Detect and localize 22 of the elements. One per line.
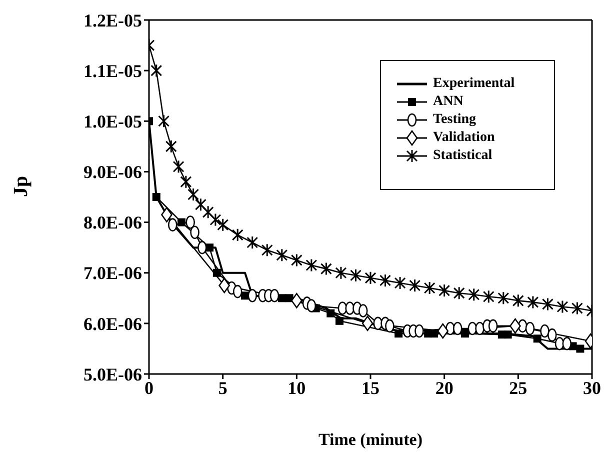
legend-label: ANN <box>433 93 464 111</box>
x-tick-label: 20 <box>435 378 454 398</box>
y-tick-label: 9.0E-06 <box>84 162 142 182</box>
y-tick-label: 1.2E-05 <box>84 10 142 30</box>
y-axis-title: Jp <box>10 176 32 197</box>
x-tick-label: 25 <box>509 378 528 398</box>
x-tick-label: 0 <box>144 378 154 398</box>
x-tick-label: 10 <box>288 378 306 398</box>
x-tick-label: 5 <box>218 378 228 398</box>
x-tick-label: 15 <box>362 378 380 398</box>
x-tick-label: 30 <box>583 378 601 398</box>
legend-label: Statistical <box>433 147 492 165</box>
y-tick-label: 1.1E-05 <box>84 60 142 81</box>
y-tick-label: 1.0E-05 <box>84 112 142 132</box>
x-axis-title: Time (minute) <box>318 430 423 449</box>
legend-label: Testing <box>433 111 476 129</box>
y-tick-label: 7.0E-06 <box>84 263 142 284</box>
legend-label: Validation <box>433 129 495 147</box>
y-tick-label: 6.0E-06 <box>84 314 142 334</box>
legend-label: Experimental <box>433 75 515 93</box>
y-tick-label: 5.0E-06 <box>84 364 142 384</box>
y-tick-label: 8.0E-06 <box>84 212 142 233</box>
